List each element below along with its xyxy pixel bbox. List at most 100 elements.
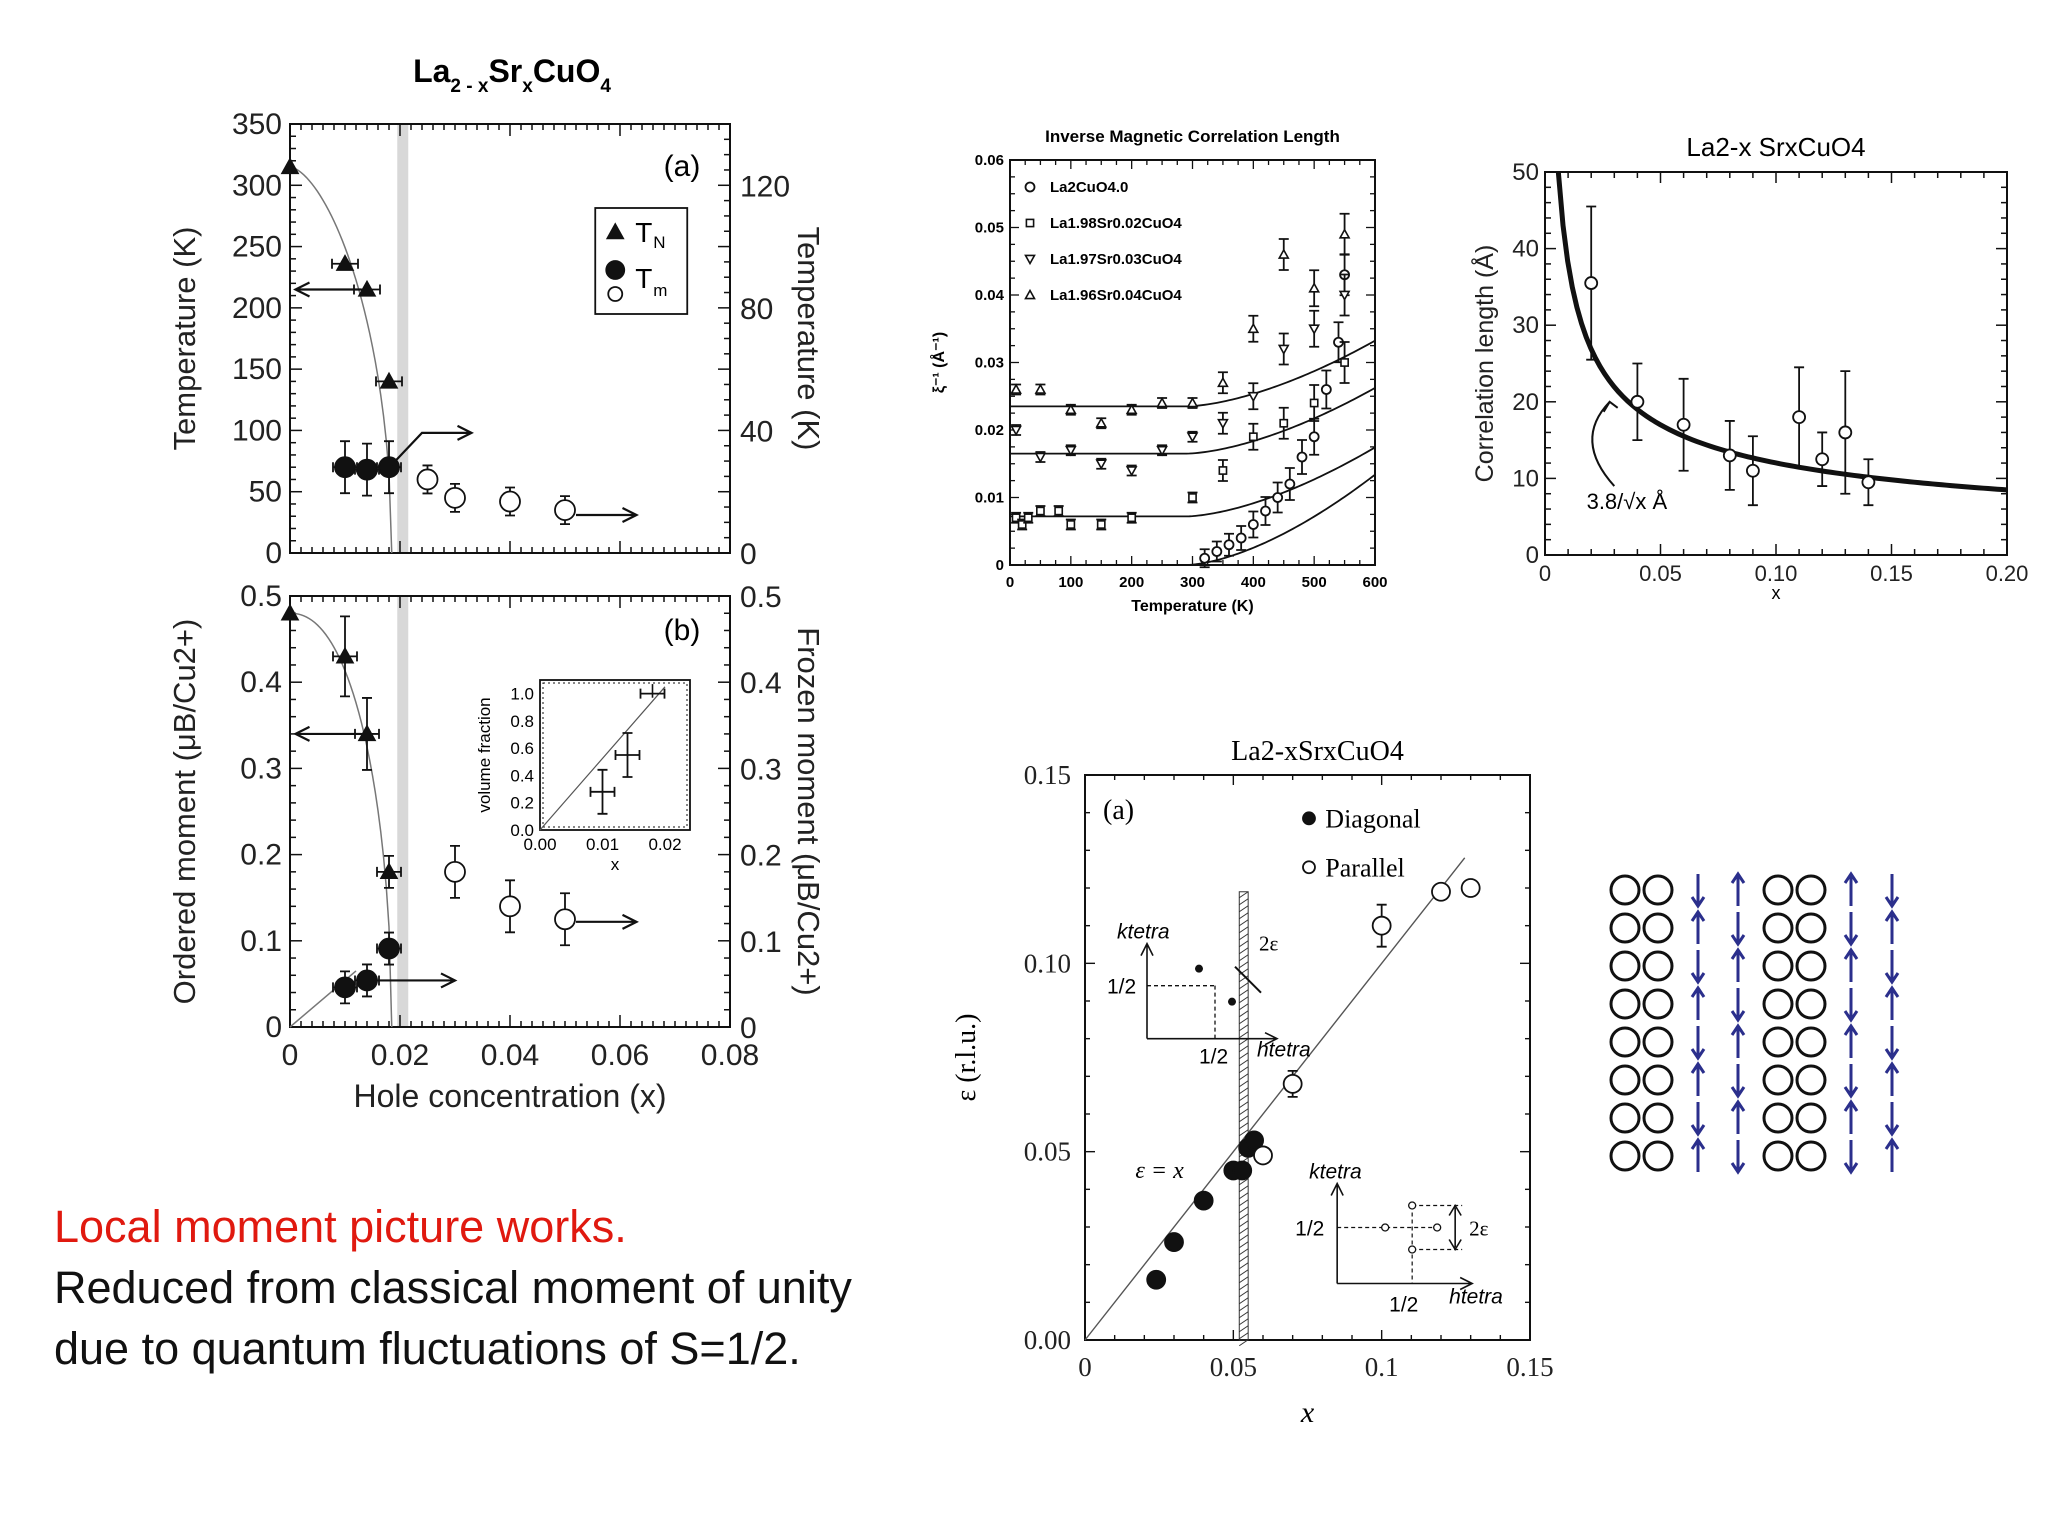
ep-band-hatch: [1238, 1297, 1249, 1305]
ic-point: [1095, 459, 1108, 470]
arrow-right-a1: [390, 424, 474, 466]
ep-band-hatch: [1238, 1318, 1249, 1326]
y2-tick-label-b: 0.4: [740, 667, 782, 700]
cl-point: [1861, 475, 1876, 490]
tn-point: [335, 254, 355, 271]
ep-y-tick-label: 0.10: [1024, 948, 1071, 978]
ic-point: [1217, 376, 1229, 388]
spin-down-arrow: [1884, 874, 1900, 909]
ep-band-hatch: [1238, 1080, 1249, 1088]
y2-tick-label-a: 120: [740, 170, 790, 203]
inset-y-tick-label: 0.4: [510, 766, 534, 785]
ep-diagonal-point: [1244, 1130, 1265, 1151]
spin-up-arrow: [1843, 1099, 1859, 1134]
ic-legend-marker: [1024, 288, 1036, 300]
ic-fit-curve: [1010, 446, 1376, 518]
stripe-hole-circle: [1762, 912, 1794, 944]
stripe-hole-circle: [1762, 1064, 1794, 1096]
arrow-right-b2: [576, 913, 639, 930]
ep-band-hatch: [1238, 961, 1249, 969]
ep-band-hatch: [1238, 1227, 1249, 1235]
cl-point: [1838, 425, 1853, 440]
ic-legend-label: La2CuO4.0: [1050, 179, 1128, 196]
stripe-hole-circle: [1609, 1064, 1641, 1096]
stripe-hole-circle: [1795, 912, 1827, 944]
y2-tick-label-a: 0: [740, 538, 757, 571]
y-tick-label-a: 350: [232, 108, 282, 141]
ic-point: [1296, 451, 1308, 463]
stripe-hole-circle: [1795, 1064, 1827, 1096]
inset-x-tick-label: 0.00: [523, 835, 556, 854]
tn-point: [379, 371, 399, 389]
incommensurability-chart: La2-xSrxCuO4 0.15 0.10 0.05 0.000 0.05 0.1 0.15…: [951, 736, 1554, 1429]
x-tick-label-b: 0.04: [481, 1039, 539, 1072]
ep-parallel-point: [1282, 1073, 1303, 1094]
ep-band-hatch: [1238, 1045, 1249, 1053]
ic-x-tick-label: 600: [1362, 574, 1387, 591]
stripe-hole-circle: [1609, 874, 1641, 906]
ic-point: [1235, 532, 1247, 544]
spin-down-arrow: [1730, 1064, 1746, 1099]
y-axis-label-b: Ordered moment (μB/Cu2+): [167, 619, 202, 1005]
stripe-hole-circle: [1795, 1140, 1827, 1172]
stripe-hole-circle: [1795, 950, 1827, 982]
spin-up-arrow: [1884, 1137, 1900, 1172]
cl-y-tick-label: 10: [1512, 465, 1539, 492]
ic-point: [1127, 513, 1137, 523]
ep-band-hatch: [1238, 1122, 1249, 1130]
ep-inset1-2eps-arrow: [1234, 965, 1262, 994]
ic-legend-label: La1.98Sr0.02CuO4: [1050, 215, 1182, 232]
spin-down-arrow: [1690, 1026, 1706, 1061]
ep-band-hatch: [1238, 1255, 1249, 1263]
arrow-left-a: [293, 281, 362, 298]
ic-point: [1260, 505, 1271, 517]
ep-x-tick-label: 0.1: [1365, 1352, 1399, 1382]
ic-point: [1308, 431, 1320, 443]
ep-band-hatch: [1238, 1248, 1249, 1256]
ic-point: [1156, 445, 1168, 457]
ic-point: [1211, 546, 1223, 557]
ep-hatched-band: [1238, 891, 1249, 1347]
ic-title: Inverse Magnetic Correlation Length: [1045, 127, 1340, 146]
ep-band-hatch: [1238, 1276, 1249, 1284]
ep-band-hatch: [1238, 905, 1249, 913]
ic-legend-marker: [1024, 254, 1036, 266]
spin-up-arrow: [1730, 871, 1746, 906]
cl-point: [1630, 394, 1645, 409]
ic-y-tick-label: 0.01: [975, 490, 1004, 507]
ep-x-tick-label: 0.15: [1506, 1352, 1553, 1382]
inset-point: [589, 786, 616, 797]
spin-up-arrow: [1884, 985, 1900, 1020]
ic-point: [1217, 418, 1229, 430]
spin-up-arrow: [1843, 1023, 1859, 1058]
legend-tm-sub: m: [653, 281, 667, 300]
ic-point: [1125, 403, 1138, 415]
cl-y-label: Correlation length (Å): [1469, 245, 1499, 483]
stripe-hole-circle: [1795, 874, 1827, 906]
spin-down-arrow: [1730, 912, 1746, 947]
correlation-length-chart: La2-x SrxCuO4 50 40 30 20 10 00 0.05 0.10 0.15 0.2…: [1469, 132, 2028, 603]
ep-band-hatch: [1238, 1332, 1249, 1340]
ep-y-label: ε (r.l.u.): [951, 1014, 982, 1102]
spin-down-arrow: [1690, 1102, 1706, 1137]
ep-band-hatch: [1238, 1290, 1249, 1298]
ic-point: [1340, 358, 1349, 367]
inset-y-tick-label: 1.0: [510, 685, 534, 704]
y-tick-label-a: 300: [232, 169, 282, 202]
ep-inset1-2eps: 2ε: [1259, 932, 1279, 956]
cl-y-tick-label: 0: [1526, 542, 1539, 569]
ic-y-label: ξ⁻¹ (Å⁻¹): [929, 332, 948, 393]
ep-band-hatch: [1238, 940, 1249, 948]
tn-point: [280, 157, 300, 175]
y-tick-label-a: 100: [232, 414, 282, 447]
y2-tick-label-b: 0.3: [740, 753, 782, 786]
cl-x-tick-label: 0.15: [1870, 561, 1913, 586]
legend-a-box: [594, 207, 689, 315]
legend-tn-marker: [605, 222, 625, 240]
ic-point: [1320, 384, 1332, 395]
cl-y-tick-label: 50: [1512, 159, 1539, 186]
ep-band-hatch: [1238, 933, 1249, 941]
critical-band-b: [397, 596, 409, 1027]
ic-y-tick-label: 0.04: [975, 287, 1005, 304]
arrow-left-b: [293, 725, 362, 742]
